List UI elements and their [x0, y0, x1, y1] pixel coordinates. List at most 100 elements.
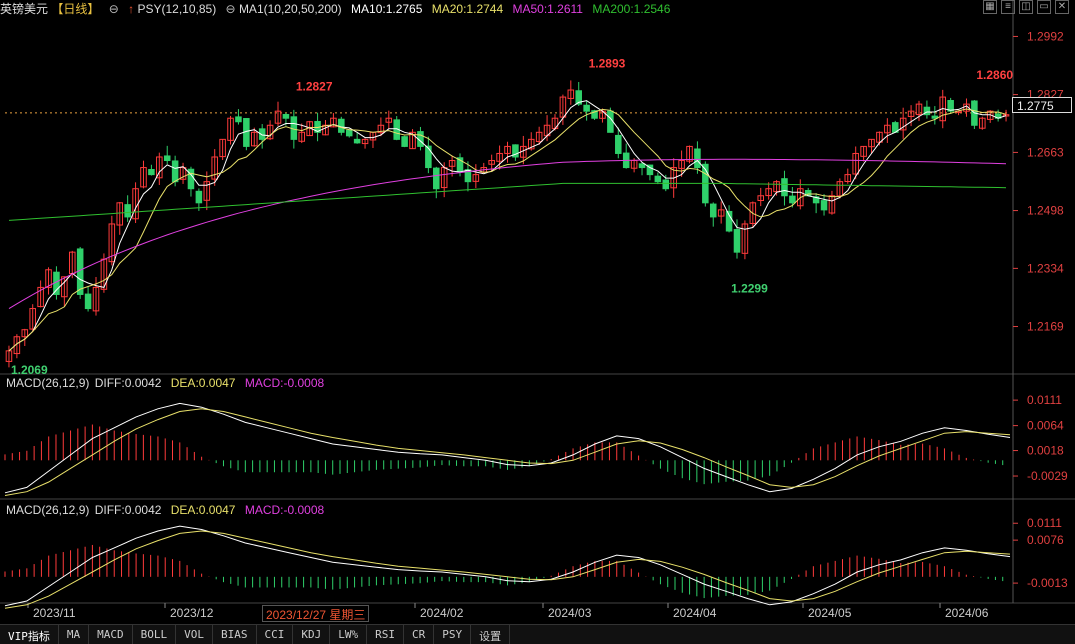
ma-settings-icon[interactable]: ⊖	[225, 2, 236, 16]
candle	[607, 110, 614, 133]
settings-icon[interactable]: ⊖	[108, 2, 119, 16]
candle	[694, 148, 701, 169]
candle	[852, 152, 859, 175]
tab-ma[interactable]: MA	[59, 625, 90, 644]
candle	[559, 96, 567, 118]
candle	[171, 160, 179, 183]
candle	[496, 152, 503, 162]
macd-dea: DEA:0.0047	[170, 503, 236, 517]
candle	[678, 160, 685, 169]
candle	[472, 174, 480, 182]
macd-dea-line	[4, 530, 1011, 609]
macd-histogram	[4, 544, 1004, 599]
candle	[377, 124, 385, 134]
y-tick-label: 1.2334	[1027, 261, 1064, 275]
tab-lw[interactable]: LW%	[330, 625, 368, 644]
candle	[527, 138, 535, 150]
candle	[504, 145, 511, 154]
price-chart[interactable]: 1.2992 1.2827 1.2663 1.2498 1.2334 1.2169 1.20…	[0, 0, 1075, 624]
candle	[37, 286, 44, 308]
candle	[638, 163, 646, 169]
tab-vip[interactable]: VIP指标	[0, 625, 59, 644]
candle	[947, 99, 954, 112]
indicator-arrow-icon: ↑	[128, 2, 135, 16]
candle	[298, 131, 306, 142]
candle	[251, 131, 258, 147]
macd-title: MACD(26,12,9)	[6, 376, 90, 390]
tab-kdj[interactable]: KDJ	[293, 625, 331, 644]
candle	[773, 181, 780, 193]
macd-tick-label: 0.0018	[1027, 444, 1064, 458]
candle	[615, 134, 622, 154]
candle	[195, 190, 203, 204]
candle	[567, 89, 575, 99]
candle	[433, 167, 440, 190]
candle	[330, 117, 337, 128]
candle	[512, 144, 519, 158]
candle	[591, 110, 598, 119]
candle	[535, 131, 543, 142]
candle	[211, 156, 218, 180]
candle	[749, 202, 757, 224]
candle	[812, 196, 820, 204]
candle	[899, 117, 907, 131]
tab-cr[interactable]: CR	[404, 625, 435, 644]
ma10-value: MA10:1.2765	[351, 2, 423, 16]
candle	[868, 138, 875, 148]
candle	[575, 90, 582, 105]
period-label[interactable]: 【日线】	[51, 2, 100, 16]
layout-icon[interactable]: ▦	[983, 0, 997, 14]
candle	[860, 145, 867, 157]
candle	[92, 286, 100, 312]
candle	[338, 118, 345, 133]
tab-bias[interactable]: BIAS	[213, 625, 257, 644]
candle	[646, 164, 654, 176]
split-icon[interactable]: ◫	[1019, 0, 1033, 14]
candle	[662, 179, 670, 190]
tab-rsi[interactable]: RSI	[367, 625, 404, 644]
candle	[274, 110, 282, 124]
tab-cci[interactable]: CCI	[257, 625, 294, 644]
x-tick-label: 2024/03	[548, 606, 592, 620]
tab-settings[interactable]: 设置	[471, 625, 511, 644]
candle	[84, 293, 92, 310]
y-tick-label: 1.2498	[1027, 204, 1064, 218]
price-annotation: 1.2827	[296, 80, 333, 94]
candle	[931, 115, 939, 119]
candle	[448, 160, 456, 167]
candle	[828, 195, 836, 214]
tab-macd[interactable]: MACD	[89, 625, 133, 644]
tab-psy[interactable]: PSY	[434, 625, 472, 644]
ma20-line	[8, 108, 1007, 352]
candle	[76, 248, 84, 295]
candle	[425, 145, 432, 169]
macd-diff: DIFF:0.0042	[94, 376, 162, 390]
x-tick-label: 2024/04	[673, 606, 717, 620]
price-annotation: 1.2860	[976, 68, 1013, 82]
candle	[709, 203, 717, 218]
price-annotation: 1.2893	[589, 56, 626, 70]
ma50-line	[8, 158, 1007, 310]
ma200-value: MA200:1.2546	[592, 2, 671, 16]
tab-vol[interactable]: VOL	[176, 625, 213, 644]
maximize-icon[interactable]: ▭	[1037, 0, 1051, 14]
macd-dea-line	[4, 408, 1011, 496]
candle	[456, 157, 464, 172]
candle	[345, 129, 353, 137]
candle	[725, 210, 733, 232]
tab-boll[interactable]: BOLL	[133, 625, 177, 644]
candle	[282, 114, 290, 119]
macd-header-1: MACD(26,12,9) DIFF:0.0042 DEA:0.0047 MAC…	[6, 376, 330, 390]
macd-tick-label: -0.0013	[1027, 576, 1068, 590]
candle	[13, 336, 21, 355]
price-annotation: 1.2069	[11, 363, 48, 377]
candle	[986, 110, 994, 120]
candle	[361, 138, 369, 145]
menu-icon[interactable]: ≡	[1001, 0, 1015, 14]
ma10-line	[8, 100, 1007, 352]
y-tick-label: 1.2992	[1027, 29, 1064, 43]
current-price-label: 1.2775	[1012, 97, 1072, 113]
macd-title: MACD(26,12,9)	[6, 503, 90, 517]
candle	[757, 195, 764, 202]
close-icon[interactable]: ✕	[1055, 0, 1069, 14]
